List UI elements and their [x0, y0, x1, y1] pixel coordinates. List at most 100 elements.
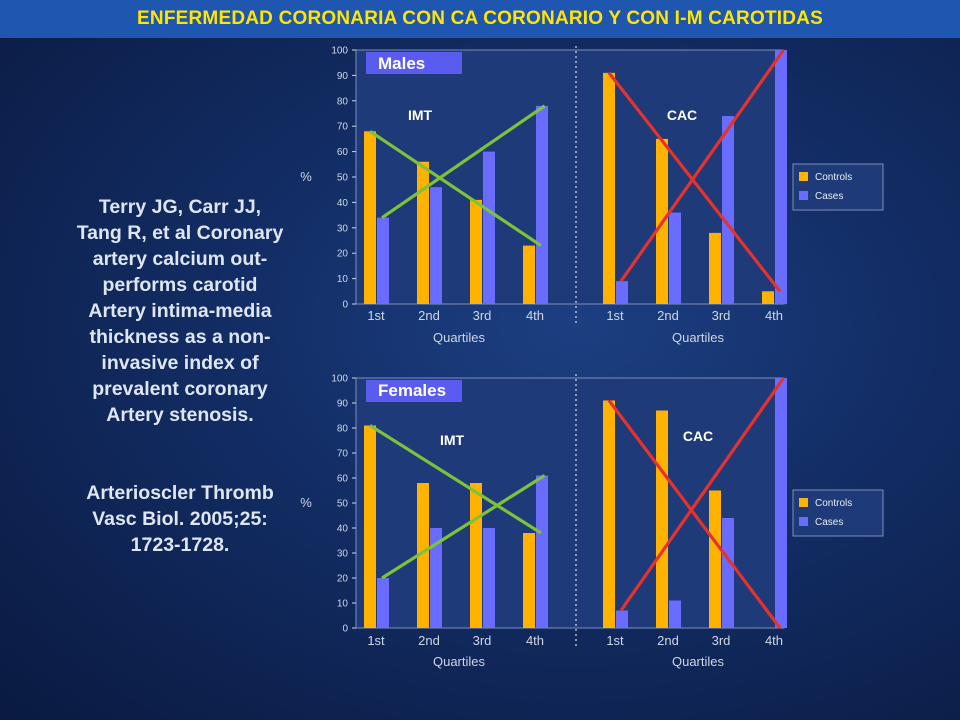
- males-x-tick-label: 2nd: [657, 308, 679, 323]
- females-group-label-imt: IMT: [440, 432, 465, 448]
- females-legend-swatch-controls: [799, 498, 808, 507]
- females-cac-cases-bar: [669, 600, 681, 628]
- males-x-axis-label: Quartiles: [672, 330, 725, 345]
- females-imt-cases-bar: [430, 528, 442, 628]
- females-legend-swatch-cases: [799, 517, 808, 526]
- males-cac-cases-bar: [616, 281, 628, 304]
- males-imt-controls-bar: [470, 199, 482, 304]
- males-cac-controls-bar: [762, 291, 774, 304]
- males-y-tick-label: 80: [337, 96, 349, 107]
- males-x-tick-label: 3rd: [712, 308, 731, 323]
- males-group-label-cac: CAC: [667, 107, 697, 123]
- females-x-tick-label: 3rd: [473, 633, 492, 648]
- females-imt-cases-trend-line: [381, 474, 546, 580]
- females-imt-cases-bar: [483, 528, 495, 628]
- males-x-tick-label: 4th: [765, 308, 783, 323]
- males-cac-cases-bar: [775, 50, 787, 304]
- males-imt-cases-trend-line: [381, 104, 546, 219]
- females-y-tick-label: 80: [337, 424, 349, 435]
- males-y-tick-label: 40: [337, 198, 349, 209]
- males-legend-label-controls: Controls: [815, 172, 852, 183]
- males-y-tick-label: 70: [337, 122, 349, 133]
- females-x-axis-label: Quartiles: [433, 654, 486, 669]
- males-legend-label-cases: Cases: [815, 191, 843, 202]
- males-x-tick-label: 1st: [367, 308, 385, 323]
- citation: Terry JG, Carr JJ, Tang R, et al Coronar…: [60, 168, 300, 584]
- females-y-tick-label: 90: [337, 399, 349, 410]
- males-cac-cases-bar: [722, 116, 734, 304]
- males-group-label-imt: IMT: [408, 107, 433, 123]
- females-legend-label-controls: Controls: [815, 498, 852, 509]
- females-cac-controls-bar: [709, 490, 721, 628]
- females-x-tick-label: 1st: [367, 633, 385, 648]
- males-x-tick-label: 3rd: [473, 308, 492, 323]
- males-cac-cases-trend-line: [619, 49, 785, 283]
- females-group-label-cac: CAC: [683, 428, 713, 444]
- males-legend-swatch-controls: [799, 172, 808, 181]
- females-y-tick-label: 60: [337, 474, 349, 485]
- females-cac-controls-bar: [656, 410, 668, 628]
- males-y-tick-label: 50: [337, 173, 349, 184]
- females-title-box: [366, 380, 462, 402]
- males-imt-controls-bar: [364, 131, 376, 304]
- females-y-tick-label: 100: [331, 374, 348, 385]
- females-x-tick-label: 1st: [606, 633, 624, 648]
- males-y-axis-label: %: [300, 169, 312, 184]
- females-panel-title: Females: [378, 381, 446, 400]
- females-cac-cases-bar: [775, 378, 787, 628]
- females-x-axis-label: Quartiles: [672, 654, 725, 669]
- citation-text: Terry JG, Carr JJ, Tang R, et al Coronar…: [76, 196, 284, 426]
- males-legend-box: [792, 163, 884, 211]
- females-x-tick-label: 2nd: [657, 633, 679, 648]
- females-cac-controls-bar: [603, 400, 615, 628]
- females-imt-controls-trend-line: [369, 424, 542, 535]
- males-cac-controls-bar: [603, 72, 615, 304]
- males-imt-controls-trend-line: [369, 129, 542, 247]
- males-x-tick-label: 1st: [606, 308, 624, 323]
- females-y-tick-label: 70: [337, 449, 349, 460]
- males-x-tick-label: 4th: [526, 308, 544, 323]
- females-y-tick-label: 50: [337, 499, 349, 510]
- females-imt-cases-bar: [536, 475, 548, 628]
- males-cac-controls-trend-line: [607, 71, 782, 293]
- females-cac-controls-trend-line: [607, 399, 782, 629]
- females-imt-controls-bar: [364, 425, 376, 628]
- females-x-tick-label: 4th: [765, 633, 783, 648]
- females-x-tick-label: 3rd: [712, 633, 731, 648]
- males-y-tick-label: 90: [337, 71, 349, 82]
- females-y-tick-label: 30: [337, 549, 349, 560]
- females-y-tick-label: 40: [337, 524, 349, 535]
- males-legend-swatch-cases: [799, 191, 808, 200]
- males-imt-controls-bar: [417, 161, 429, 304]
- citation-journal: Arterioscler Thromb Vasc Biol. 2005;25: …: [86, 482, 274, 556]
- males-cac-controls-bar: [709, 232, 721, 304]
- males-panel-title: Males: [378, 54, 425, 73]
- females-y-tick-label: 20: [337, 574, 349, 585]
- males-imt-cases-bar: [430, 187, 442, 304]
- females-x-tick-label: 4th: [526, 633, 544, 648]
- females-cac-cases-trend-line: [619, 377, 785, 612]
- males-y-tick-label: 10: [337, 274, 349, 285]
- females-cac-cases-bar: [722, 518, 734, 628]
- females-imt-cases-bar: [377, 578, 389, 628]
- slide-title: ENFERMEDAD CORONARIA CON CA CORONARIO Y …: [0, 0, 960, 38]
- males-y-tick-label: 100: [331, 46, 348, 57]
- males-x-tick-label: 2nd: [418, 308, 440, 323]
- females-y-axis-label: %: [300, 495, 312, 510]
- males-imt-cases-bar: [483, 151, 495, 304]
- females-imt-controls-bar: [417, 483, 429, 628]
- females-cac-cases-bar: [616, 610, 628, 628]
- females-y-tick-label: 10: [337, 599, 349, 610]
- males-y-tick-label: 20: [337, 249, 349, 260]
- females-legend-label-cases: Cases: [815, 517, 843, 528]
- females-imt-controls-bar: [523, 533, 535, 628]
- females-y-tick-label: 0: [342, 624, 348, 635]
- females-x-tick-label: 2nd: [418, 633, 440, 648]
- males-imt-controls-bar: [523, 245, 535, 304]
- females-imt-controls-bar: [470, 483, 482, 628]
- females-legend-box: [792, 489, 884, 537]
- males-cac-cases-bar: [669, 212, 681, 304]
- males-y-tick-label: 30: [337, 223, 349, 234]
- males-imt-cases-bar: [377, 217, 389, 304]
